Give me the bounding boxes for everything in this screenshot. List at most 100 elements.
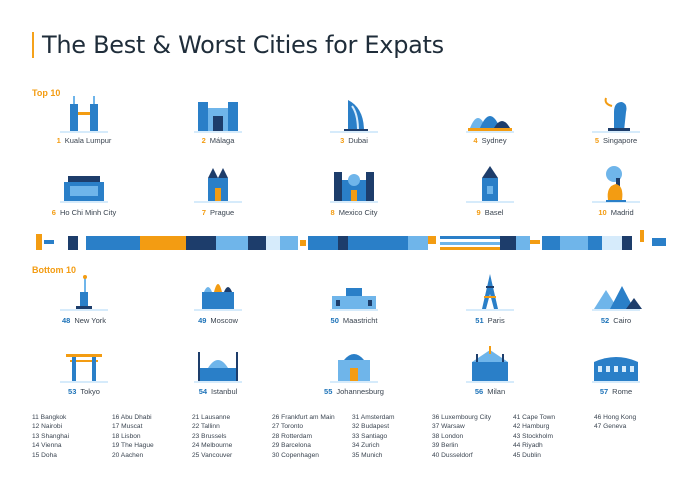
city-rank: 50	[330, 316, 339, 325]
rank-list-item: 28 Rotterdam	[272, 432, 312, 440]
city-label: 6 Ho Chi Minh City	[29, 208, 139, 217]
city-name: Singapore	[602, 136, 638, 145]
rank-list-item: 29 Barcelona	[272, 442, 311, 450]
city-rank: 55	[324, 387, 333, 396]
rank-list-item: 38 London	[432, 432, 464, 440]
burj-al-arab-icon	[324, 94, 384, 134]
page-title: The Best & Worst Cities for Expats	[42, 31, 444, 59]
rank-list-item: 33 Santiago	[352, 432, 388, 440]
pyramids-icon	[586, 272, 646, 312]
rank-list-item: 17 Muscat	[112, 423, 143, 431]
city-name: Istanbul	[211, 387, 238, 396]
prague-church-icon	[188, 164, 248, 204]
city-label: 10 Madrid	[561, 208, 671, 217]
johannesburg-building-icon	[324, 344, 384, 384]
city-rank: 9	[476, 208, 481, 217]
rank-list-item: 11 Bangkok	[32, 414, 67, 421]
rank-list-item: 25 Vancouver	[192, 451, 233, 459]
rank-list-item: 27 Toronto	[272, 423, 304, 431]
rank-list-item: 37 Warsaw	[432, 423, 465, 431]
city-rank: 53	[68, 387, 77, 396]
rank-list-item: 43 Stockholm	[513, 432, 553, 440]
rank-list-item: 12 Nairobi	[32, 423, 63, 431]
city-rank: 56	[474, 387, 484, 396]
title-accent-bar	[32, 32, 34, 58]
statue-of-liberty-icon	[54, 272, 114, 312]
city-label: 56 Milan	[435, 387, 545, 396]
city-name: Cairo	[613, 316, 632, 325]
rank-list-item: 42 Hamburg	[513, 423, 550, 431]
merlion-icon	[586, 94, 646, 134]
city-label: 55 Johannesburg	[299, 387, 409, 396]
city-name: Málaga	[209, 136, 235, 145]
city-label: 49 Moscow	[163, 316, 273, 325]
pattern-divider	[36, 230, 666, 250]
city-label: 8 Mexico City	[299, 208, 409, 217]
city-label: 50 Maastricht	[299, 316, 409, 325]
rank-list-item: 22 Tallinn	[192, 423, 220, 431]
city-label: 1 Kuala Lumpur	[29, 136, 139, 145]
rank-list-item: 34 Zurich	[352, 442, 380, 450]
milan-cathedral-icon	[460, 344, 520, 384]
rank-list-column: 11 Bangkok 12 Nairobi 13 Shanghai 14 Vienna…	[32, 413, 69, 460]
rank-list-item: 31 Amsterdam	[352, 414, 395, 421]
city-rank: 54	[198, 387, 208, 396]
rank-list-item: 41 Cape Town	[513, 414, 556, 421]
city-rank: 52	[600, 316, 610, 325]
bear-tree-statue-icon	[586, 164, 646, 204]
rank-list-column: 26 Frankfurt am Main 27 Toronto 28 Rotterd…	[272, 413, 335, 460]
rank-list-item: 36 Luxembourg City	[432, 414, 492, 421]
rank-list-item: 13 Shanghai	[32, 432, 70, 440]
blue-mosque-icon	[188, 344, 248, 384]
rank-list-item: 44 Riyadh	[513, 442, 543, 450]
city-label: 52 Cairo	[561, 316, 671, 325]
city-name: Prague	[209, 208, 235, 217]
rank-list-item: 32 Budapest	[352, 423, 390, 431]
city-name: Dubai	[348, 136, 368, 145]
city-name: Sydney	[481, 136, 507, 145]
city-label: 9 Basel	[435, 208, 545, 217]
bottom-10-label: Bottom 10	[32, 265, 77, 275]
rank-list-item: 30 Copenhagen	[272, 451, 319, 459]
city-rank: 10	[598, 208, 607, 217]
city-label: 7 Prague	[163, 208, 273, 217]
colosseum-icon	[586, 344, 646, 384]
rank-list-item: 14 Vienna	[32, 442, 62, 450]
rank-list-column: 41 Cape Town 42 Hamburg 43 Stockholm 44 Riy…	[513, 413, 555, 460]
city-rank: 5	[594, 136, 599, 145]
city-label: 53 Tokyo	[29, 387, 139, 396]
city-name: Madrid	[610, 208, 634, 217]
rank-list-column: 31 Amsterdam 32 Budapest 33 Santiago 34 Zur…	[352, 413, 395, 460]
city-name: Rome	[612, 387, 633, 396]
rank-list-item: 16 Abu Dhabi	[112, 414, 152, 421]
maastricht-building-icon	[324, 272, 384, 312]
torii-gate-icon	[54, 344, 114, 384]
basel-tower-icon	[460, 164, 520, 204]
city-label: 3 Dubai	[299, 136, 409, 145]
city-rank: 57	[599, 387, 609, 396]
rank-list-item: 19 The Hague	[112, 442, 154, 450]
city-label: 4 Sydney	[435, 136, 545, 145]
mausoleum-icon	[54, 164, 114, 204]
rank-list-item: 45 Dublin	[513, 451, 541, 459]
city-rank: 51	[475, 316, 484, 325]
rank-list-item: 35 Munich	[352, 451, 383, 459]
city-name: Kuala Lumpur	[64, 136, 112, 145]
rank-list-item: 40 Dusseldorf	[432, 451, 473, 459]
city-label: 54 Istanbul	[163, 387, 273, 396]
city-rank: 3	[340, 136, 345, 145]
city-name: Milan	[487, 387, 506, 396]
city-label: 5 Singapore	[561, 136, 671, 145]
city-rank: 4	[473, 136, 478, 145]
rank-list-item: 26 Frankfurt am Main	[272, 414, 335, 421]
city-name: Paris	[487, 316, 505, 325]
petronas-towers-icon	[54, 94, 114, 134]
city-name: Moscow	[210, 316, 238, 325]
city-rank: 49	[198, 316, 207, 325]
city-label: 2 Málaga	[163, 136, 273, 145]
city-rank: 1	[56, 136, 61, 145]
rank-list-item: 21 Lausanne	[192, 414, 231, 421]
city-rank: 2	[201, 136, 206, 145]
rank-list-item: 39 Berlin	[432, 442, 459, 450]
city-label: 57 Rome	[561, 387, 671, 396]
